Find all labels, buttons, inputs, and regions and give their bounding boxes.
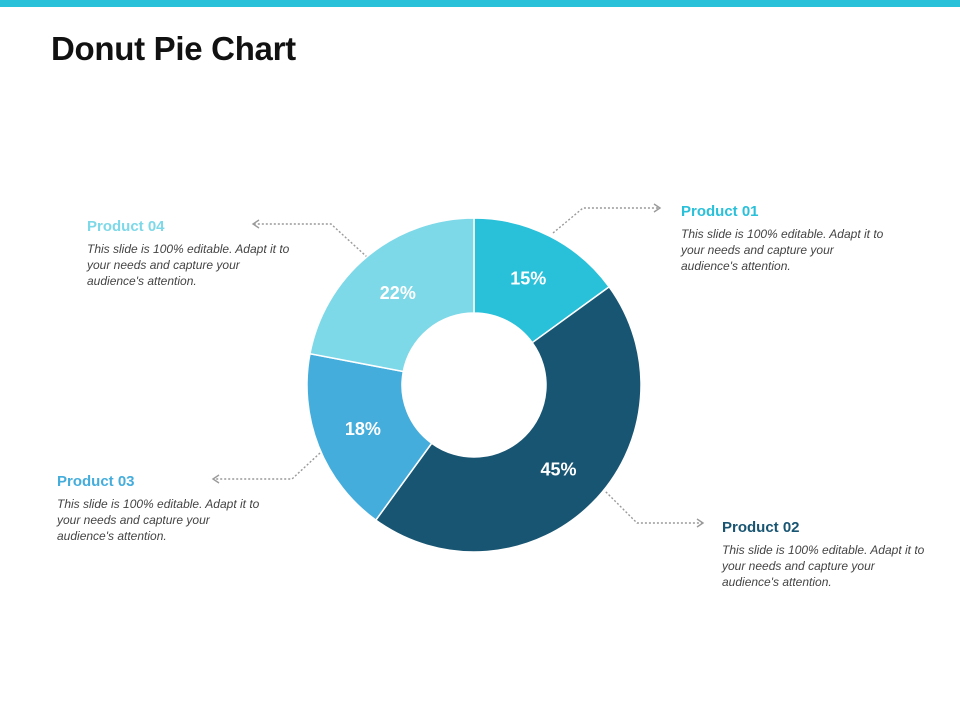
top-accent-bar [0,0,960,7]
callout-description: This slide is 100% editable. Adapt it to… [57,497,260,543]
connector-lines [211,203,705,528]
arrowhead-product-04 [251,219,260,229]
slice-label-product-02: 45% [540,459,576,479]
callout-product-01: Product 01 This slide is 100% editable. … [681,203,891,274]
callout-product-03: Product 03 This slide is 100% editable. … [57,473,267,544]
donut-slice-product-03 [306,352,433,522]
callout-description: This slide is 100% editable. Adapt it to… [722,543,925,589]
callout-title: Product 02 [722,519,800,536]
donut-slice-product-04 [309,217,475,373]
donut-slice-product-02 [374,285,642,553]
callout-product-02: Product 02 This slide is 100% editable. … [722,519,932,590]
slice-value-labels: 15% 45% 18% 22% [345,269,577,480]
donut-slices [306,217,642,553]
arrowhead-product-01 [653,203,662,213]
callout-title: Product 01 [681,203,759,220]
slice-label-product-04: 22% [380,283,416,303]
slice-label-product-01: 15% [510,269,546,289]
callout-product-04: Product 04 This slide is 100% editable. … [87,218,297,289]
callout-title: Product 04 [87,218,165,235]
connector-line-product-02 [602,488,703,524]
callout-description: This slide is 100% editable. Adapt it to… [87,242,290,288]
arrowhead-product-03 [211,474,220,484]
connector-line-product-01 [552,207,660,234]
callout-title: Product 03 [57,473,135,490]
slice-label-product-03: 18% [345,419,381,439]
callout-description: This slide is 100% editable. Adapt it to… [681,227,884,273]
page-title: Donut Pie Chart [51,30,296,67]
connector-line-product-04 [253,223,368,258]
donut-slice-product-01 [473,217,611,344]
arrowhead-product-02 [696,518,705,528]
connector-line-product-03 [213,452,321,480]
